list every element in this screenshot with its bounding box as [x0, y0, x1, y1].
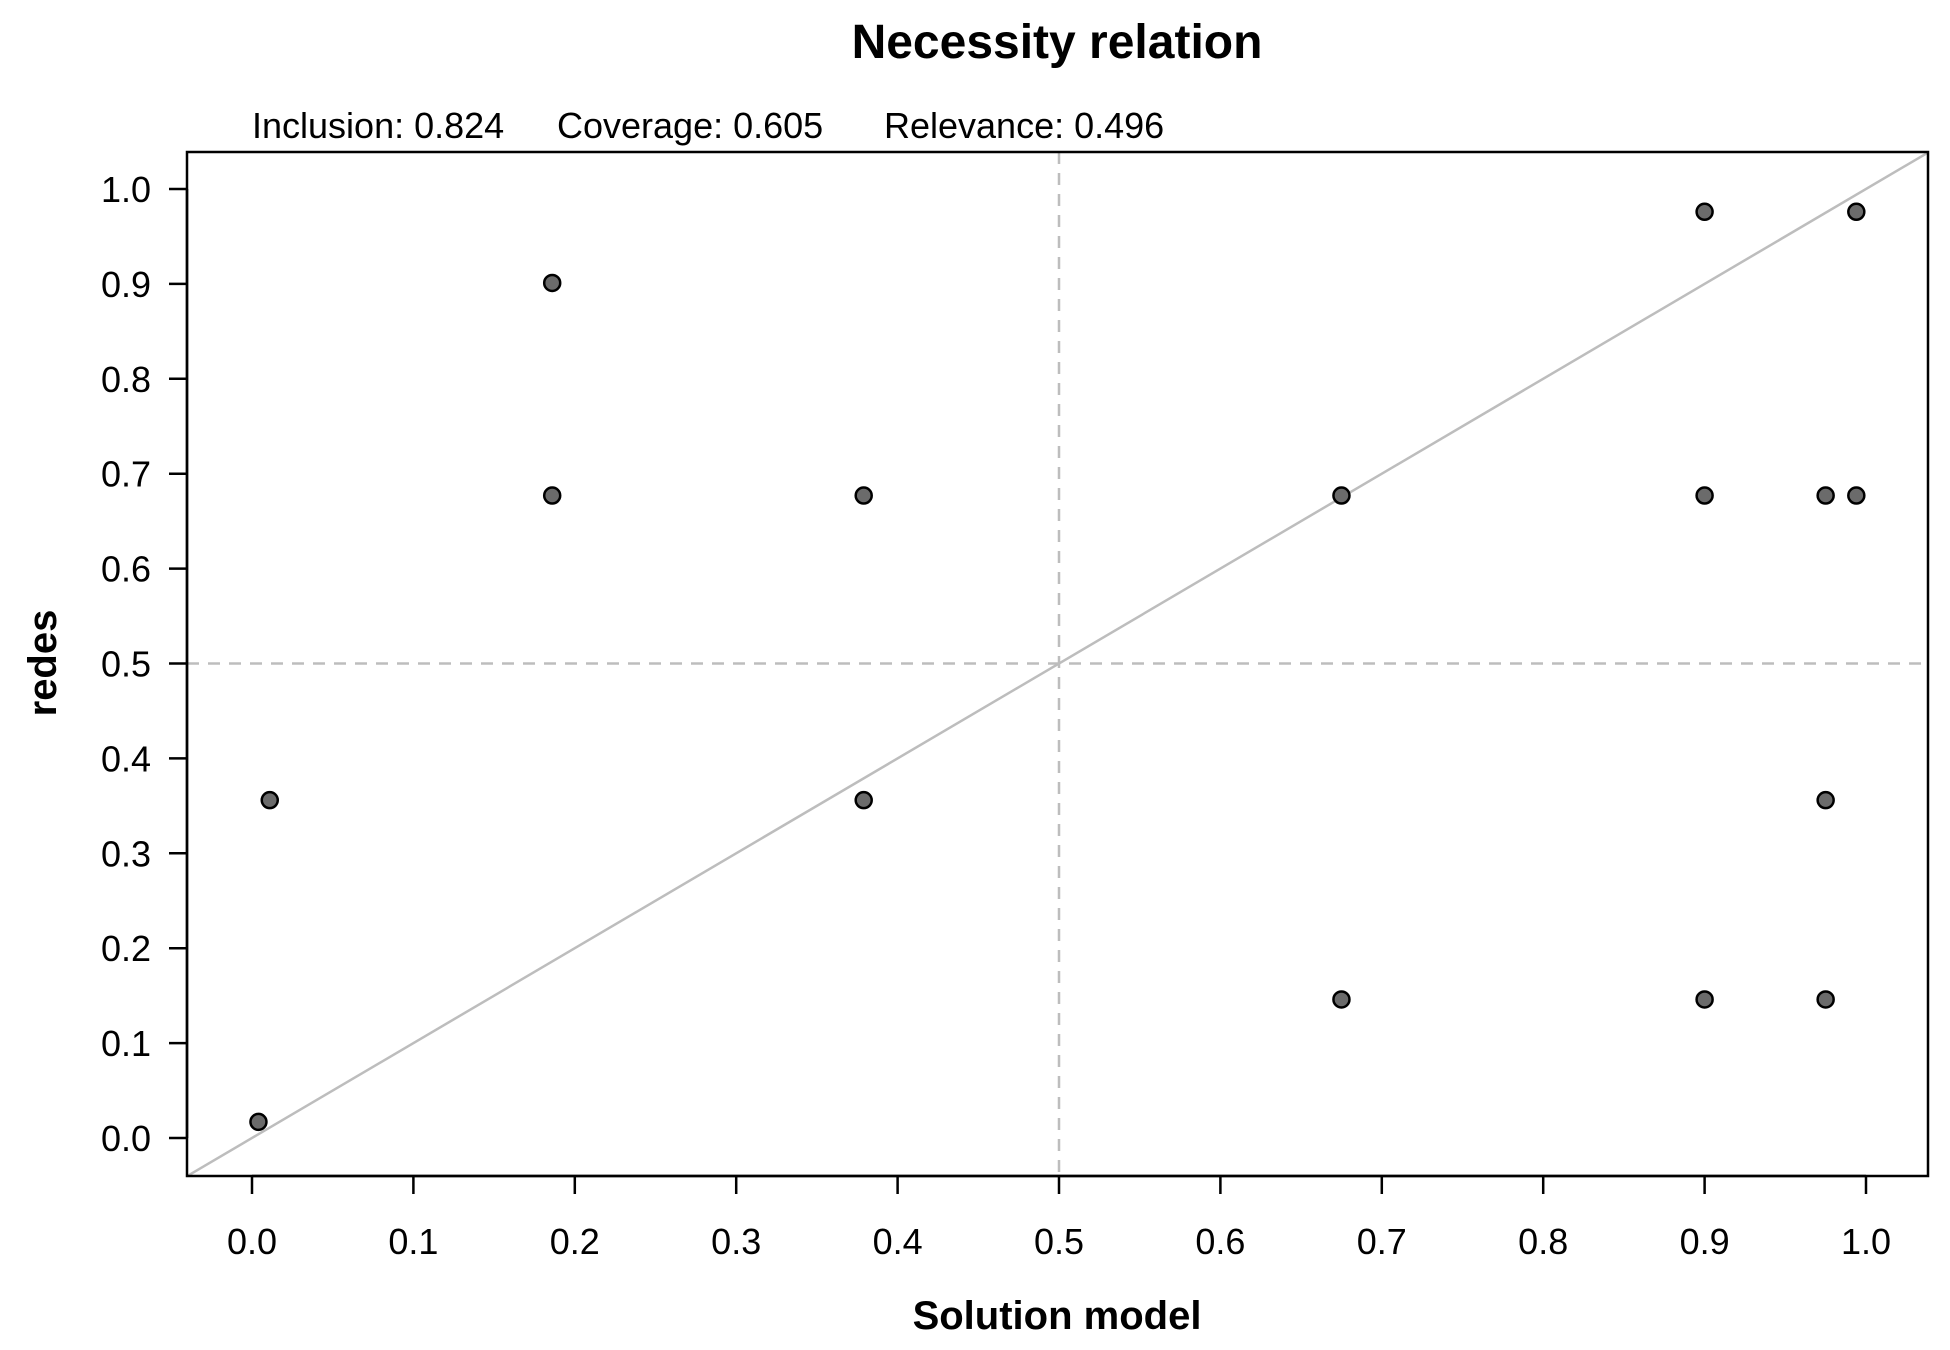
- x-tick-label: 0.8: [1518, 1221, 1568, 1262]
- x-tick-label: 0.2: [550, 1221, 600, 1262]
- inclusion-stat: Inclusion: 0.824: [252, 105, 504, 146]
- scatter-point: [249, 1112, 268, 1132]
- y-tick-label: 0.8: [101, 359, 151, 400]
- x-tick-label: 0.5: [1034, 1221, 1084, 1262]
- y-tick-label: 0.6: [101, 549, 151, 590]
- y-axis: 0.0 0.1 0.2 0.3 0.4 0.5 0.6 0.7 0.8 0.9 1.0: [101, 169, 189, 1159]
- scatter-point: [1332, 486, 1351, 505]
- y-tick-label: 0.9: [101, 264, 151, 305]
- scatter-point: [1695, 486, 1714, 505]
- scatter-point: [542, 486, 562, 505]
- scatter-point: [1847, 486, 1866, 505]
- scatter-point: [1847, 202, 1866, 222]
- data-points: [249, 202, 1866, 1132]
- scatter-point: [1816, 990, 1835, 1009]
- y-axis-label: redes: [21, 610, 65, 717]
- y-tick-label: 1.0: [101, 169, 151, 210]
- y-tick-label: 0.1: [101, 1023, 151, 1064]
- scatter-point: [854, 790, 873, 810]
- scatter-point: [1816, 486, 1835, 505]
- x-tick-label: 0.4: [873, 1221, 923, 1262]
- y-tick-label: 0.4: [101, 738, 151, 779]
- y-tick-label: 0.5: [101, 644, 151, 685]
- chart-title: Necessity relation: [852, 16, 1263, 69]
- coverage-stat: Coverage: 0.605: [557, 105, 823, 146]
- scatter-point: [854, 486, 873, 505]
- scatter-point: [1816, 790, 1835, 810]
- scatter-point: [542, 273, 562, 293]
- x-tick-label: 0.6: [1195, 1221, 1245, 1262]
- reference-lines: [186, 151, 1929, 1178]
- y-tick-label: 0.0: [101, 1118, 151, 1159]
- x-axis-label: Solution model: [913, 1294, 1202, 1338]
- x-tick-label: 0.1: [388, 1221, 438, 1262]
- y-tick-label: 0.3: [101, 833, 151, 874]
- y-tick-label: 0.7: [101, 454, 151, 495]
- y-tick-label: 0.2: [101, 928, 151, 969]
- scatter-point: [1695, 990, 1714, 1009]
- x-tick-label: 0.0: [227, 1221, 277, 1262]
- x-axis: 0.0 0.1 0.2 0.3 0.4 0.5 0.6 0.7 0.8 0.9 1.0: [227, 1174, 1891, 1262]
- relevance-stat: Relevance: 0.496: [884, 105, 1164, 146]
- x-tick-label: 0.3: [711, 1221, 761, 1262]
- x-tick-label: 0.9: [1680, 1221, 1730, 1262]
- scatter-point: [1695, 202, 1714, 222]
- scatter-point: [1332, 990, 1351, 1009]
- x-tick-label: 0.7: [1357, 1221, 1407, 1262]
- scatter-point: [260, 790, 280, 810]
- x-tick-label: 1.0: [1841, 1221, 1891, 1262]
